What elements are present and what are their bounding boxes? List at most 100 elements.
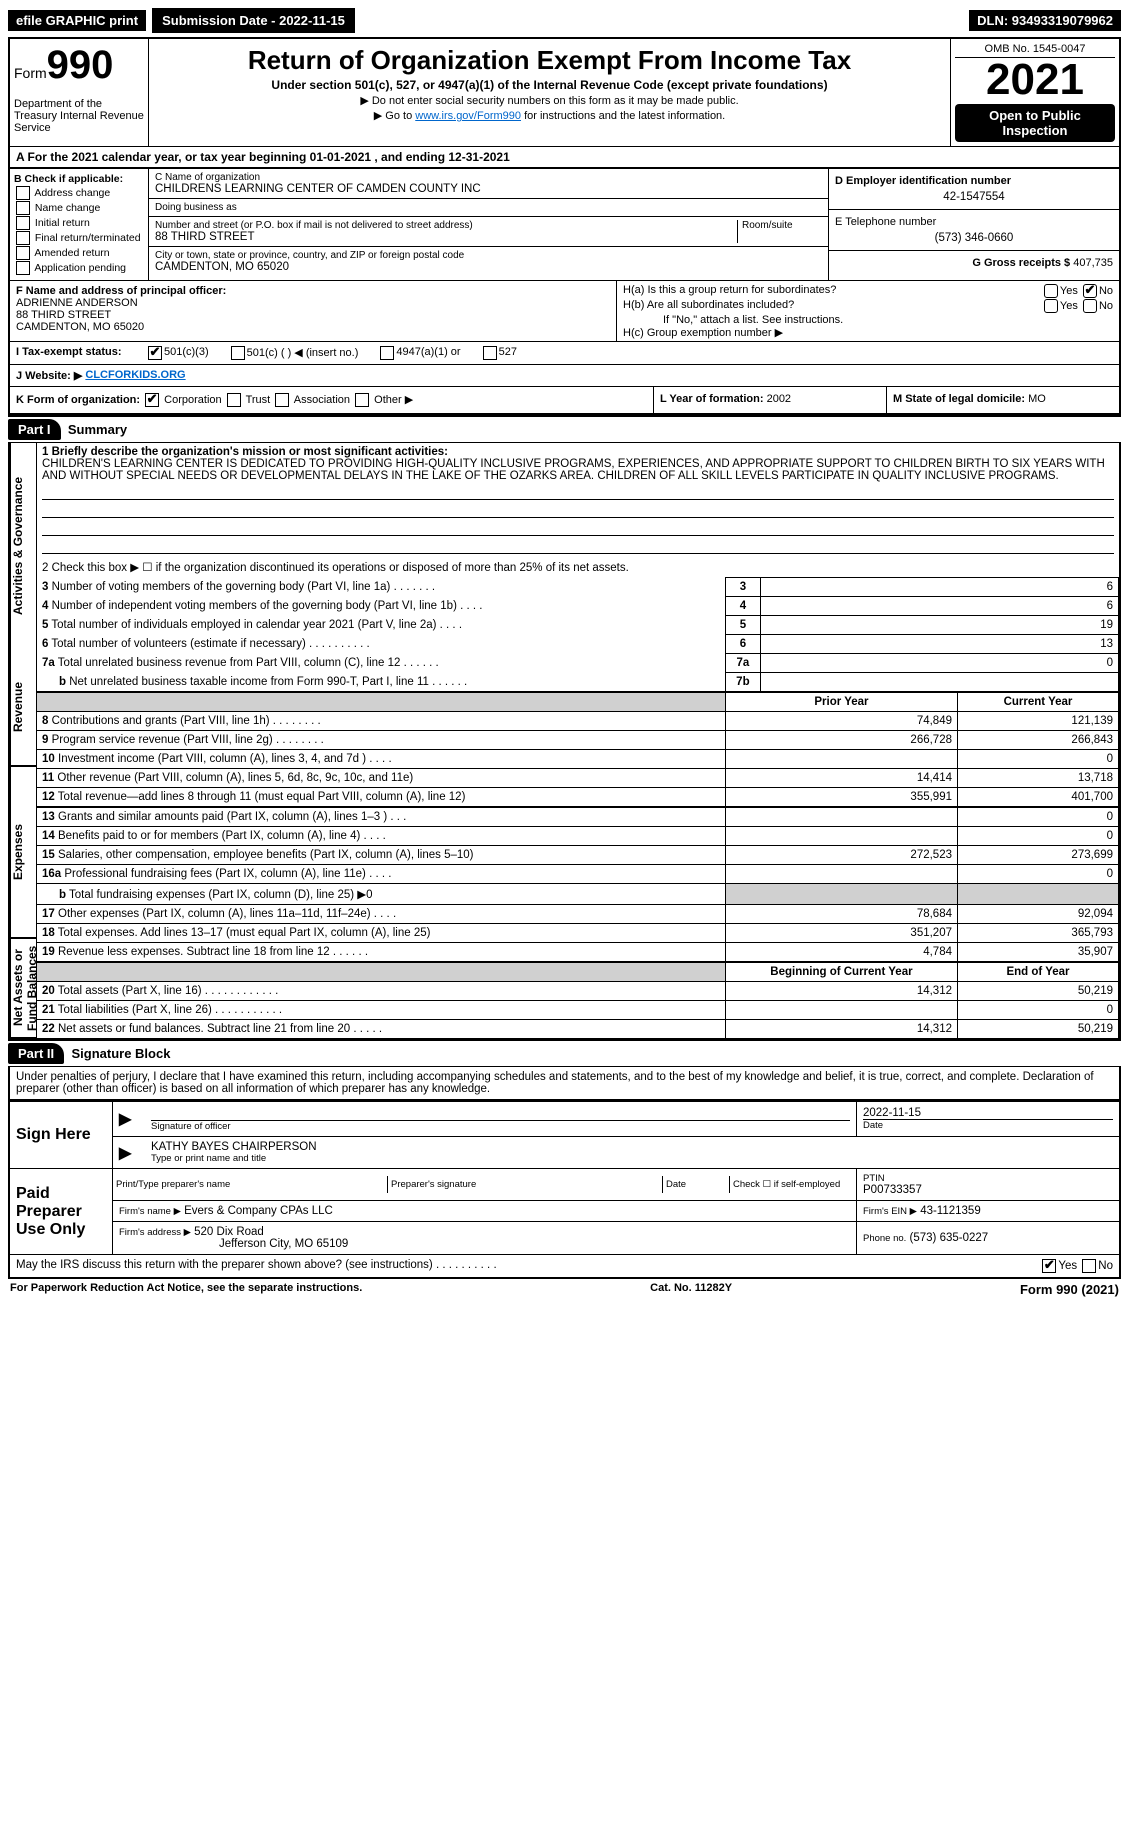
- form-header: Form990 Department of the Treasury Inter…: [8, 37, 1121, 147]
- efile-label: efile GRAPHIC print: [8, 10, 146, 31]
- col-c: C Name of organization CHILDRENS LEARNIN…: [149, 169, 829, 280]
- cb-501c[interactable]: [231, 346, 245, 360]
- officer-addr: 88 THIRD STREET: [16, 309, 610, 321]
- line-a: A For the 2021 calendar year, or tax yea…: [8, 147, 1121, 169]
- ein-label: D Employer identification number: [835, 175, 1113, 187]
- sign-row-2: ▶ KATHY BAYES CHAIRPERSON Type or print …: [9, 1137, 1120, 1169]
- org-name: CHILDRENS LEARNING CENTER OF CAMDEN COUN…: [155, 183, 822, 195]
- row-15: 15 Salaries, other compensation, employe…: [37, 846, 1119, 865]
- cb-corp[interactable]: [145, 393, 159, 407]
- cb-4947[interactable]: [380, 346, 394, 360]
- cb-501c3[interactable]: [148, 346, 162, 360]
- prep-phone: (573) 635-0227: [910, 1232, 989, 1244]
- city-label: City or town, state or province, country…: [155, 250, 822, 261]
- room-suite: Room/suite: [737, 220, 822, 243]
- cb-amended[interactable]: Amended return: [14, 246, 144, 260]
- line-2: 2 Check this box ▶ ☐ if the organization…: [37, 557, 1119, 578]
- row-7a: 7a Total unrelated business revenue from…: [37, 654, 1119, 673]
- footer-mid: Cat. No. 11282Y: [650, 1282, 732, 1297]
- prep-row-3: Firm's address ▶ 520 Dix Road Jefferson …: [9, 1222, 1120, 1255]
- row-8: 8 Contributions and grants (Part VIII, l…: [37, 712, 1119, 731]
- phone-value: (573) 346-0660: [835, 232, 1113, 244]
- row-16b: b Total fundraising expenses (Part IX, c…: [37, 884, 1119, 905]
- open-to-public: Open to Public Inspection: [955, 104, 1115, 142]
- form-note2: ▶ Go to www.irs.gov/Form990 for instruct…: [157, 109, 942, 122]
- year-cell: OMB No. 1545-0047 2021 Open to Public In…: [950, 39, 1119, 146]
- may-yes[interactable]: [1042, 1259, 1056, 1273]
- part1-label: Part I: [8, 419, 61, 440]
- summary-wrap: Activities & Governance Revenue Expenses…: [8, 443, 1121, 1041]
- col-m: M State of legal domicile: MO: [887, 387, 1119, 413]
- block-i: I Tax-exempt status: 501(c)(3) 501(c) ( …: [8, 342, 1121, 365]
- cb-address-change[interactable]: Address change: [14, 186, 144, 200]
- ha-yes[interactable]: [1044, 284, 1058, 298]
- city-value: CAMDENTON, MO 65020: [155, 261, 822, 273]
- form-word: Form: [14, 65, 47, 81]
- ptin-value: P00733357: [863, 1184, 1113, 1196]
- side-netassets: Net Assets or Fund Balances: [10, 939, 37, 1039]
- officer-city: CAMDENTON, MO 65020: [16, 321, 610, 333]
- website-link[interactable]: CLCFORKIDS.ORG: [85, 369, 185, 382]
- addr-label: Number and street (or P.O. box if mail i…: [155, 220, 737, 231]
- typed-label: Type or print name and title: [151, 1153, 1113, 1164]
- firm-ein: 43-1121359: [920, 1205, 981, 1217]
- row-5: 5 Total number of individuals employed i…: [37, 616, 1119, 635]
- address-row: Number and street (or P.O. box if mail i…: [149, 217, 828, 247]
- form-990: Form990: [14, 43, 144, 88]
- may-irs-row: May the IRS discuss this return with the…: [9, 1255, 1120, 1279]
- phone-label: E Telephone number: [835, 216, 1113, 228]
- row-10: 10 Investment income (Part VIII, column …: [37, 750, 1119, 769]
- typed-name: KATHY BAYES CHAIRPERSON: [151, 1141, 1113, 1153]
- part2-title: Signature Block: [71, 1046, 170, 1061]
- year-formation: 2002: [767, 393, 791, 405]
- cb-other[interactable]: [355, 393, 369, 407]
- cb-application-pending[interactable]: Application pending: [14, 261, 144, 275]
- treasury-dept: Department of the Treasury Internal Reve…: [14, 98, 144, 134]
- cb-name-change[interactable]: Name change: [14, 201, 144, 215]
- dba-row: Doing business as: [149, 199, 828, 217]
- block-j: J Website: ▶ CLCFORKIDS.ORG: [8, 365, 1121, 387]
- irs-link[interactable]: www.irs.gov/Form990: [415, 110, 521, 122]
- ptin-label: PTIN: [863, 1173, 1113, 1184]
- sign-here-label: Sign Here: [9, 1102, 113, 1169]
- prep-row-2: Firm's name ▶ Evers & Company CPAs LLC F…: [9, 1201, 1120, 1222]
- hb-yes[interactable]: [1044, 299, 1058, 313]
- addr-value: 88 THIRD STREET: [155, 231, 737, 243]
- cb-trust[interactable]: [227, 393, 241, 407]
- part2-bar: Part II Signature Block: [8, 1041, 1121, 1067]
- footer: For Paperwork Reduction Act Notice, see …: [8, 1279, 1121, 1300]
- signature-line[interactable]: [151, 1106, 850, 1121]
- sign-table: Sign Here ▶ Signature of officer 2022-11…: [8, 1101, 1121, 1279]
- org-name-label: C Name of organization: [155, 172, 822, 183]
- officer-name: ADRIENNE ANDERSON: [16, 297, 610, 309]
- line-j-label: J Website: ▶: [16, 369, 82, 382]
- cb-527[interactable]: [483, 346, 497, 360]
- col-b-title: B Check if applicable:: [14, 173, 144, 185]
- form-subtitle: Under section 501(c), 527, or 4947(a)(1)…: [157, 78, 942, 92]
- arrow-icon-2: ▶: [119, 1145, 131, 1162]
- state-domicile: MO: [1028, 393, 1046, 405]
- row-3: 3 Number of voting members of the govern…: [37, 578, 1119, 597]
- form-id-cell: Form990 Department of the Treasury Inter…: [10, 39, 149, 146]
- submission-date: Submission Date - 2022-11-15: [152, 8, 355, 33]
- hb-no[interactable]: [1083, 299, 1097, 313]
- may-no[interactable]: [1082, 1259, 1096, 1273]
- ein-row: D Employer identification number 42-1547…: [829, 169, 1119, 210]
- tax-year: 2021: [955, 58, 1115, 102]
- cb-initial-return[interactable]: Initial return: [14, 216, 144, 230]
- title-cell: Return of Organization Exempt From Incom…: [149, 39, 950, 146]
- row-9: 9 Program service revenue (Part VIII, li…: [37, 731, 1119, 750]
- mission-text: CHILDREN'S LEARNING CENTER IS DEDICATED …: [42, 458, 1114, 482]
- arrow-icon: ▶: [119, 1111, 131, 1128]
- part2-declaration: Under penalties of perjury, I declare th…: [8, 1067, 1121, 1101]
- blank-line-2: [42, 500, 1114, 518]
- ein-value: 42-1547554: [835, 191, 1113, 203]
- col-l: L Year of formation: 2002: [654, 387, 887, 413]
- row-4: 4 Number of independent voting members o…: [37, 597, 1119, 616]
- gross-receipts-row: G Gross receipts $ 407,735: [829, 251, 1119, 275]
- row-19: 19 Revenue less expenses. Subtract line …: [37, 943, 1119, 963]
- cb-assoc[interactable]: [275, 393, 289, 407]
- cb-final-return[interactable]: Final return/terminated: [14, 231, 144, 245]
- summary-table: 1 Briefly describe the organization's mi…: [37, 443, 1119, 1039]
- ha-no[interactable]: [1083, 284, 1097, 298]
